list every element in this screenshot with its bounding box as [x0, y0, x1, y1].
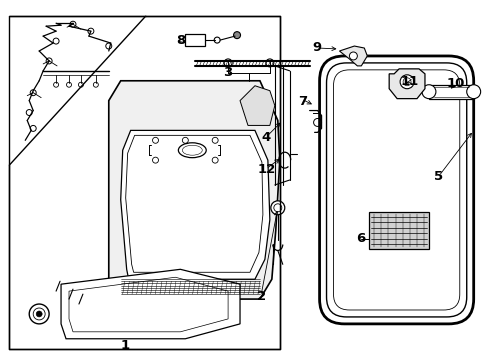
Text: 6: 6: [356, 233, 365, 246]
Polygon shape: [121, 130, 269, 279]
Polygon shape: [69, 277, 227, 332]
Bar: [428, 85, 473, 99]
FancyBboxPatch shape: [319, 56, 473, 324]
Text: 7: 7: [298, 95, 307, 108]
Text: 3: 3: [223, 66, 232, 79]
FancyBboxPatch shape: [326, 63, 466, 317]
Polygon shape: [61, 269, 240, 339]
Text: 5: 5: [433, 170, 443, 183]
Circle shape: [36, 311, 42, 317]
Text: 11: 11: [400, 75, 418, 88]
Circle shape: [270, 201, 284, 215]
Circle shape: [349, 52, 357, 60]
Text: 12: 12: [257, 163, 275, 176]
Circle shape: [399, 75, 413, 89]
Polygon shape: [125, 135, 263, 272]
Bar: [368, 212, 428, 249]
Circle shape: [421, 85, 435, 99]
Text: 4: 4: [261, 131, 270, 144]
Ellipse shape: [178, 143, 206, 158]
Text: 1: 1: [121, 338, 130, 351]
Polygon shape: [9, 16, 279, 349]
Polygon shape: [388, 69, 424, 99]
Polygon shape: [108, 81, 279, 299]
Polygon shape: [339, 46, 366, 66]
Circle shape: [233, 32, 240, 39]
Polygon shape: [240, 86, 274, 125]
Text: 10: 10: [446, 77, 464, 90]
Ellipse shape: [182, 145, 202, 155]
Bar: [185, 34, 205, 46]
Text: 8: 8: [176, 34, 185, 47]
Circle shape: [29, 304, 49, 324]
Circle shape: [466, 85, 480, 99]
Text: 9: 9: [312, 41, 321, 54]
Text: 2: 2: [256, 289, 265, 303]
FancyBboxPatch shape: [333, 70, 459, 310]
